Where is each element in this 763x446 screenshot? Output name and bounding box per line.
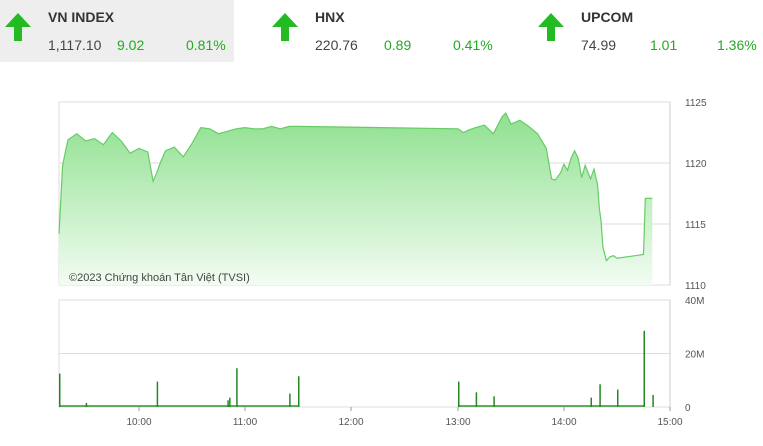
ticker-upcom[interactable]: UPCOM 74.99 1.01 1.36%: [501, 0, 763, 62]
volume-bar: [156, 381, 159, 407]
volume-y-tick-label: 0: [685, 403, 691, 414]
x-tick-label: 14:00: [551, 417, 576, 428]
arrow-up-icon: [272, 13, 298, 41]
volume-bar: [59, 373, 61, 407]
price-y-tick-label: 1115: [685, 220, 706, 231]
volume-bar: [458, 381, 460, 407]
ticker-change: 0.89: [384, 37, 412, 53]
index-ticker-bar: VN INDEX 1,117.10 9.02 0.81% HNX 220.76 …: [0, 0, 763, 62]
price-y-tick-label: 1120: [685, 159, 707, 170]
ticker-name: UPCOM: [581, 9, 634, 25]
volume-bar: [236, 368, 238, 407]
volume-bar: [227, 400, 229, 407]
ticker-change: 9.02: [117, 37, 145, 53]
x-tick-label: 15:00: [657, 417, 682, 428]
volume-y-tick-label: 20M: [685, 350, 704, 361]
volume-baseline-bars: [59, 405, 298, 407]
x-tick-label: 12:00: [338, 417, 363, 428]
arrow-up-icon: [538, 13, 564, 41]
price-area-fill: [59, 113, 653, 285]
volume-bar: [298, 376, 300, 407]
volume-bar: [475, 392, 478, 407]
ticker-vnindex[interactable]: VN INDEX 1,117.10 9.02 0.81%: [0, 0, 234, 62]
price-y-tick-label: 1110: [685, 281, 706, 292]
volume-bar: [289, 393, 291, 407]
volume-y-tick-label: 40M: [685, 296, 704, 307]
ticker-name: HNX: [315, 9, 345, 25]
volume-bar: [599, 384, 601, 407]
x-tick-label: 13:00: [445, 417, 470, 428]
intraday-chart: 1125 1120 1115 1110 ©2023 Chứng khoán Tân V…: [0, 62, 763, 441]
ticker-change: 1.01: [650, 37, 678, 53]
ticker-name: VN INDEX: [48, 9, 115, 25]
ticker-percent: 1.36%: [717, 37, 757, 53]
ticker-value: 74.99: [581, 37, 617, 53]
x-tick-label: 11:00: [233, 417, 258, 428]
ticker-percent: 0.41%: [453, 37, 493, 53]
volume-bar: [493, 396, 495, 407]
volume-bar: [590, 397, 592, 407]
intraday-chart-svg: 1125 1120 1115 1110 ©2023 Chứng khoán Tân V…: [58, 98, 707, 428]
chart-watermark: ©2023 Chứng khoán Tân Việt (TVSI): [69, 272, 250, 284]
ticker-percent: 0.81%: [186, 37, 226, 53]
ticker-value: 220.76: [315, 37, 358, 53]
volume-baseline-bars: [458, 405, 644, 407]
ticker-value: 1,117.10: [48, 37, 102, 53]
price-line: [58, 111, 653, 262]
x-tick-label: 10:00: [126, 417, 151, 428]
price-y-tick-label: 1125: [685, 98, 707, 109]
volume-bar: [85, 402, 88, 407]
volume-bar: [229, 397, 231, 407]
volume-bar: [643, 330, 645, 407]
volume-bar: [652, 394, 654, 407]
ticker-hnx[interactable]: HNX 220.76 0.89 0.41%: [234, 0, 501, 62]
arrow-up-icon: [5, 13, 31, 41]
volume-bar: [617, 389, 619, 407]
